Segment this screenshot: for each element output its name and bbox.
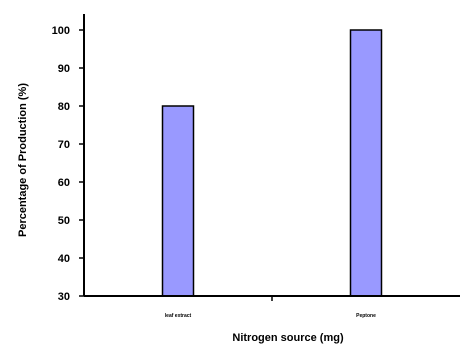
- x-axis-title: Nitrogen source (mg): [232, 332, 344, 344]
- y-axis-title: Percentage of Production (%): [17, 83, 29, 237]
- y-tick-label: 60: [58, 177, 70, 189]
- y-tick-label: 50: [58, 215, 70, 227]
- y-tick-label: 30: [58, 291, 70, 303]
- y-tick-label: 80: [58, 101, 70, 113]
- y-tick-label: 40: [58, 253, 70, 265]
- y-tick-label: 70: [58, 139, 70, 151]
- bar-peptone: [349, 29, 383, 297]
- x-category-label: leaf extract: [165, 313, 192, 319]
- x-axis-categories: leaf extract Peptone: [165, 313, 376, 319]
- y-tick-label: 90: [58, 63, 70, 75]
- bars: [161, 29, 383, 297]
- y-tick-label: 100: [52, 25, 70, 37]
- bar-leaf-extract: [161, 105, 195, 297]
- x-category-label: Peptone: [356, 313, 376, 319]
- y-axis-ticks: 30 40 50 60 70 80 90 100: [52, 25, 84, 303]
